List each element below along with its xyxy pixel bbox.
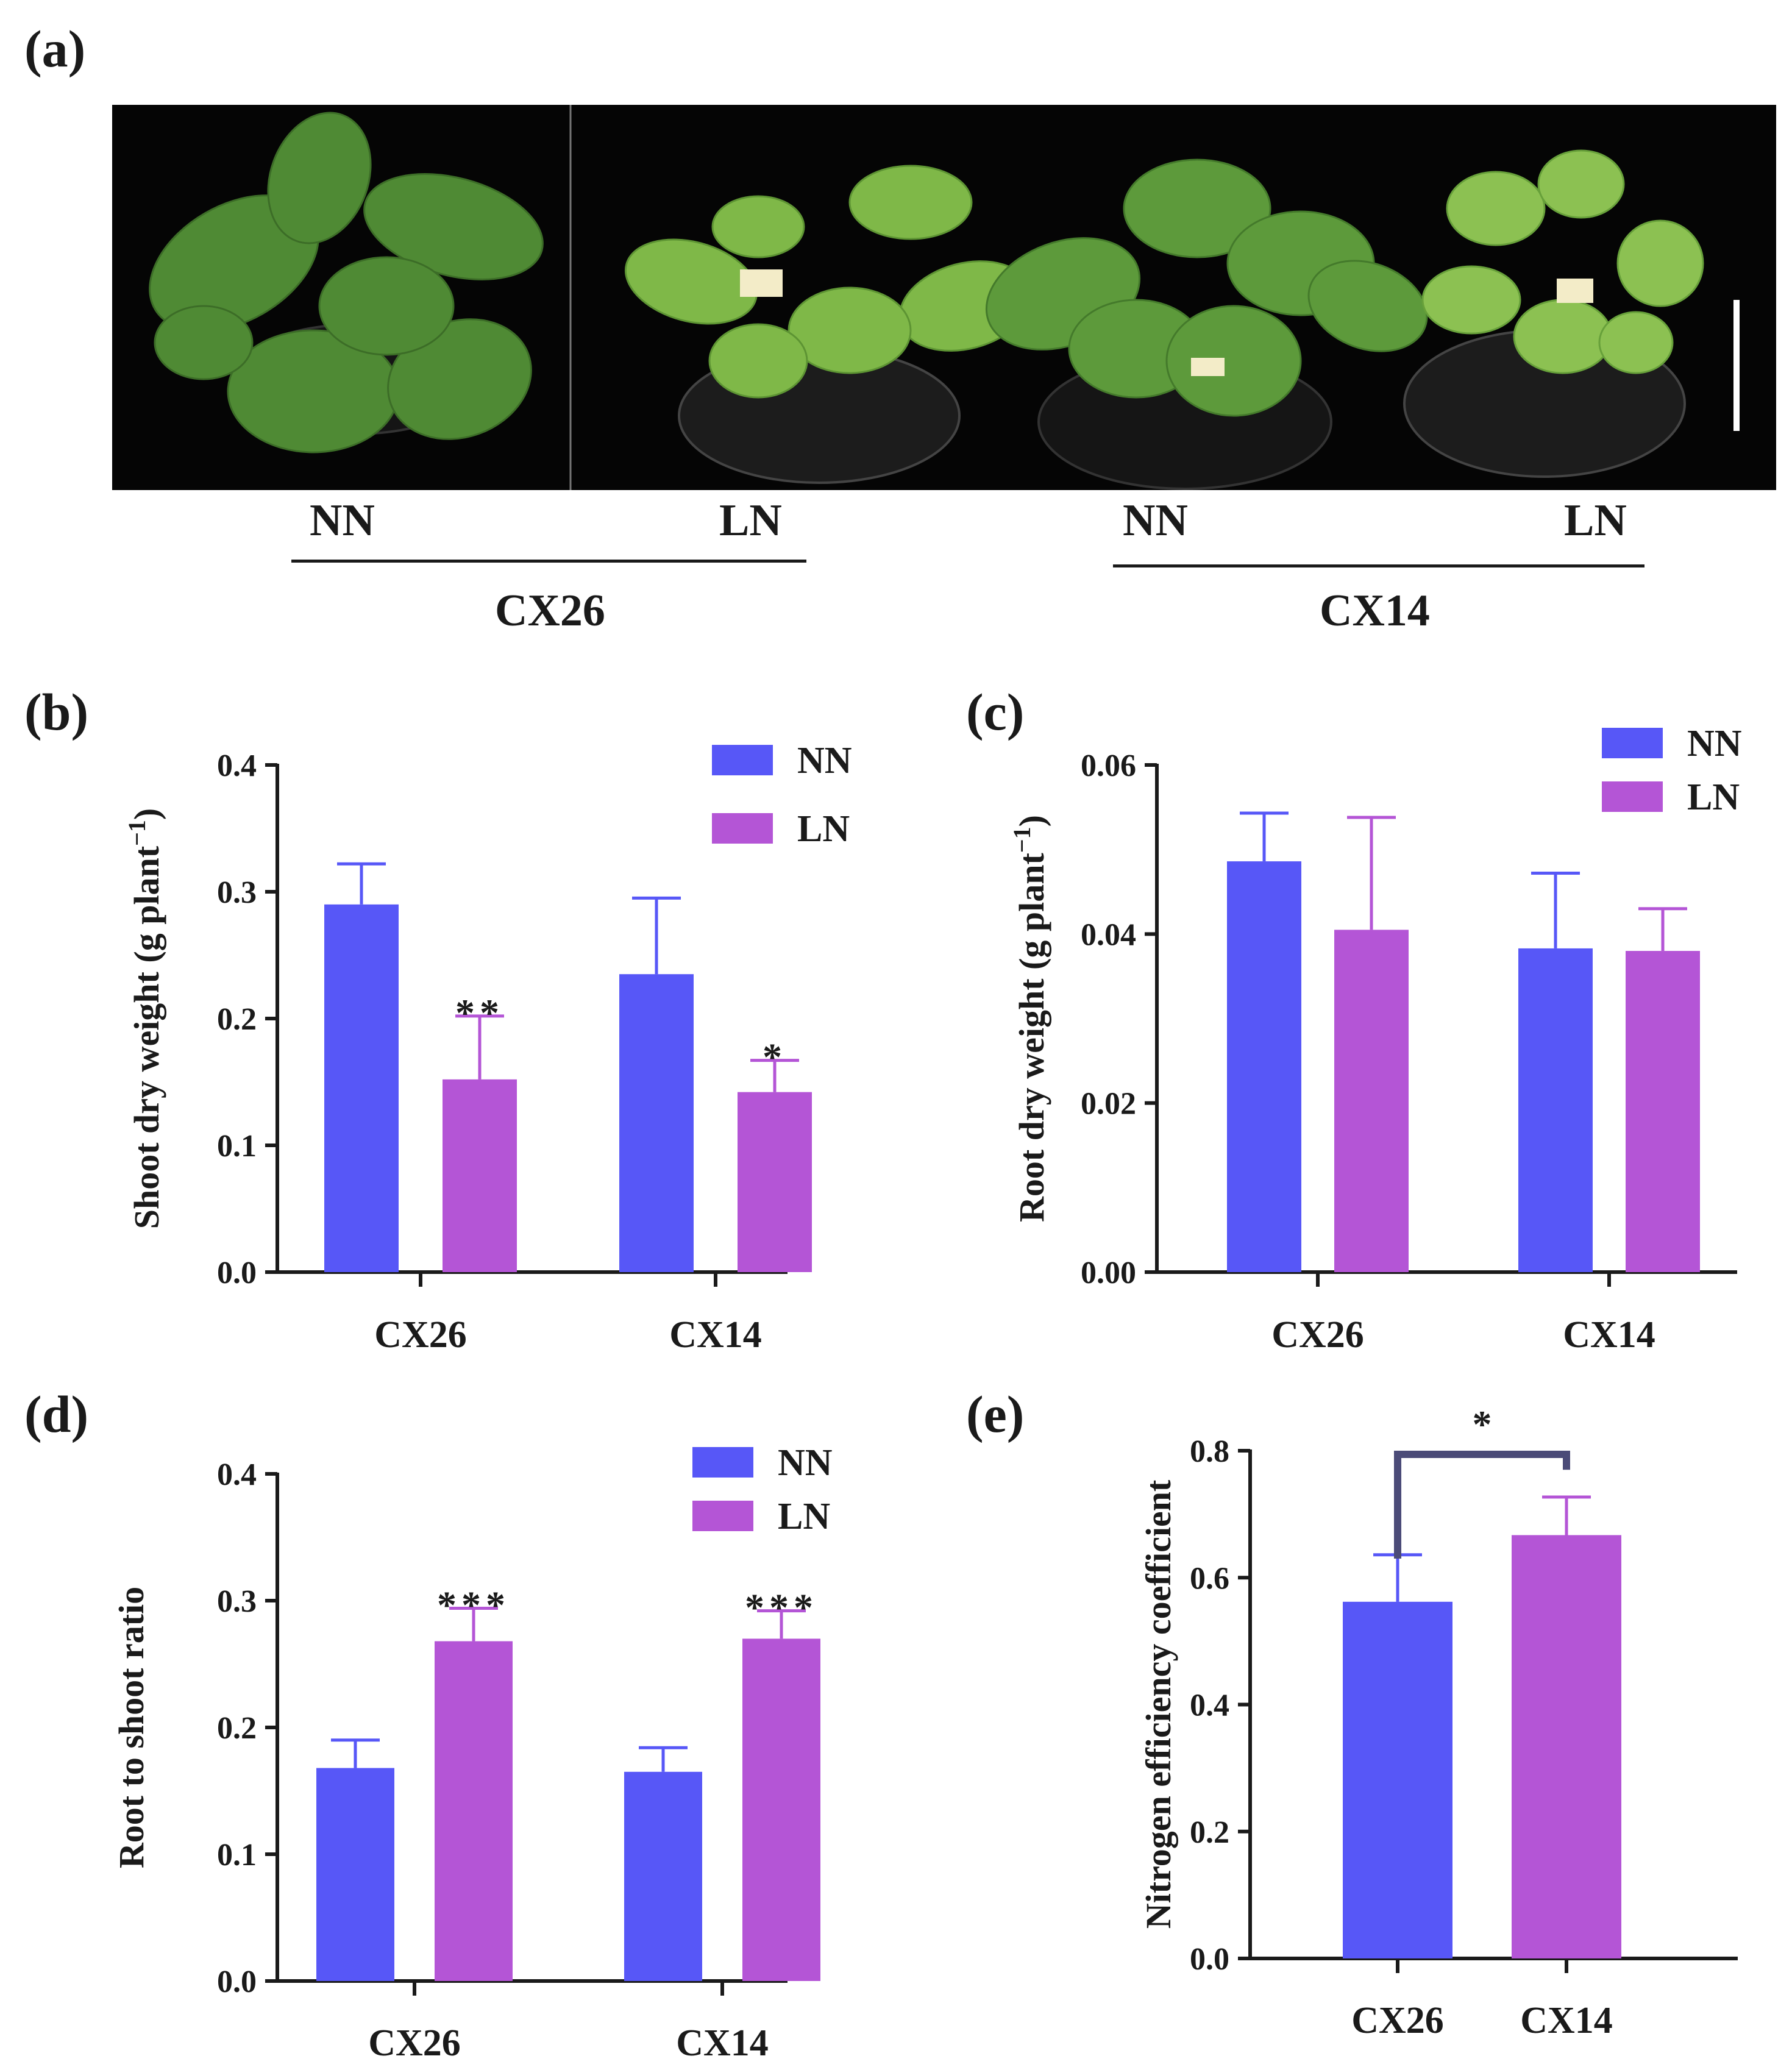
legend-swatch-ln (1602, 781, 1663, 812)
legend-swatch-ln (712, 813, 773, 844)
bar-ln-cx26 (1334, 930, 1409, 1272)
photo-label-nn-cx26: NN (310, 496, 375, 546)
legend-swatch-nn (1602, 728, 1663, 758)
legend-swatch-nn (712, 745, 773, 775)
x-tick-label: CX14 (1563, 1314, 1655, 1356)
y-axis-label: Root to shoot ratio (112, 1587, 151, 1868)
panel-d-letter: (d) (24, 1385, 89, 1443)
bar-nn-cx26 (316, 1768, 394, 1981)
x-tick-label: CX26 (374, 1314, 467, 1356)
bar-ln-cx26 (443, 1079, 517, 1272)
y-tick-label: 0.1 (217, 1129, 257, 1164)
y-tick-label: 0.02 (1081, 1087, 1136, 1122)
x-tick-label: CX14 (669, 1314, 762, 1356)
photo-label-ln-cx14: LN (1564, 496, 1627, 546)
y-axis-label-end: ) (127, 808, 166, 820)
chart-b: 0.0 0.1 0.2 0.3 0.4 CX26 CX14 Shoot dry weight … (123, 740, 852, 1356)
legend-swatch-nn (692, 1447, 753, 1478)
y-tick-label: 0.00 (1081, 1256, 1136, 1290)
legend-label-nn: NN (778, 1442, 833, 1484)
x-tick-label: CX14 (676, 2022, 769, 2064)
significance-mark: *** (745, 1586, 818, 1629)
panel-c-letter: (c) (966, 683, 1025, 741)
bar-nn-cx14 (619, 974, 694, 1272)
bar-cx26 (1343, 1601, 1452, 1958)
significance-mark: * (763, 1036, 787, 1079)
panel-b-letter: (b) (24, 683, 89, 741)
panel-e-letter: (e) (966, 1385, 1025, 1443)
photo-label-ln-cx26: LN (719, 496, 782, 546)
chart-c: 0.00 0.02 0.04 0.06 CX26 CX14 Root dry weight … (1008, 723, 1742, 1356)
legend-swatch-ln (692, 1501, 753, 1531)
y-tick-label: 0.2 (217, 1711, 257, 1746)
plant-photo-drawing (112, 105, 1776, 490)
y-tick-label: 0.06 (1081, 749, 1136, 783)
x-tick-label: CX14 (1520, 2000, 1613, 2041)
y-tick-label: 0.4 (217, 749, 257, 783)
y-tick-label: 0.0 (1190, 1942, 1229, 1977)
legend-label-nn: NN (1687, 723, 1742, 764)
bar-nn-cx14 (1518, 948, 1593, 1272)
photo-label-nn-cx14: NN (1123, 496, 1188, 546)
photo-label-cx14: CX14 (1320, 586, 1430, 636)
y-tick-label: 0.0 (217, 1965, 257, 1999)
y-axis-label-end: ) (1012, 815, 1051, 827)
y-tick-label: 0.4 (1190, 1688, 1229, 1723)
y-tick-label: 0.3 (217, 875, 257, 910)
legend-label-nn: NN (797, 740, 852, 781)
y-tick-label: 0.3 (217, 1584, 257, 1619)
bar-ln-cx14 (1626, 951, 1700, 1272)
plant-photo (112, 105, 1776, 490)
x-tick-label: CX26 (1351, 2000, 1444, 2041)
photo-bracket-cx14 (1113, 564, 1644, 567)
legend-label-ln: LN (1687, 777, 1740, 818)
y-tick-label: 0.1 (217, 1838, 257, 1873)
x-tick-label: CX26 (1271, 1314, 1364, 1356)
significance-mark: * (1473, 1403, 1492, 1446)
legend-label-ln: LN (797, 808, 850, 850)
legend-label-ln: LN (778, 1496, 830, 1537)
y-axis-label-sup: −1 (123, 820, 151, 846)
y-tick-label: 0.4 (217, 1457, 257, 1492)
y-tick-label: 0.2 (1190, 1815, 1229, 1850)
panel-a-letter: (a) (24, 20, 86, 78)
bar-cx14 (1512, 1535, 1621, 1958)
photo-bracket-cx26 (291, 560, 806, 563)
y-axis-label: Shoot dry weight (g plant−1) (123, 808, 166, 1229)
bar-nn-cx14 (624, 1771, 702, 1981)
y-tick-label: 0.0 (217, 1256, 257, 1290)
chart-e: 0.0 0.2 0.4 0.6 0.8 CX26 CX14 Nitrogen efficien… (1139, 1403, 1738, 2041)
significance-mark: *** (437, 1583, 510, 1626)
bar-nn-cx26 (1227, 861, 1301, 1272)
y-axis-label: Nitrogen efficiency coefficient (1139, 1479, 1178, 1929)
y-axis-label-sup: −1 (1008, 827, 1036, 853)
x-tick-label: CX26 (368, 2022, 461, 2064)
bar-ln-cx26 (435, 1641, 513, 1981)
bar-nn-cx26 (324, 904, 399, 1272)
bar-ln-cx14 (742, 1638, 820, 1981)
y-tick-label: 0.8 (1190, 1434, 1229, 1469)
significance-bracket (1394, 1451, 1570, 1559)
y-tick-label: 0.2 (217, 1002, 257, 1037)
significance-mark: ** (455, 991, 504, 1034)
chart-d: 0.0 0.1 0.2 0.3 0.4 CX26 CX14 Root to shoot rat… (112, 1442, 833, 2064)
y-tick-label: 0.6 (1190, 1561, 1229, 1596)
bar-ln-cx14 (738, 1092, 812, 1272)
y-axis-label: Root dry weight (g plant−1) (1008, 815, 1051, 1222)
photo-label-cx26: CX26 (495, 586, 605, 636)
y-tick-label: 0.04 (1081, 917, 1136, 952)
